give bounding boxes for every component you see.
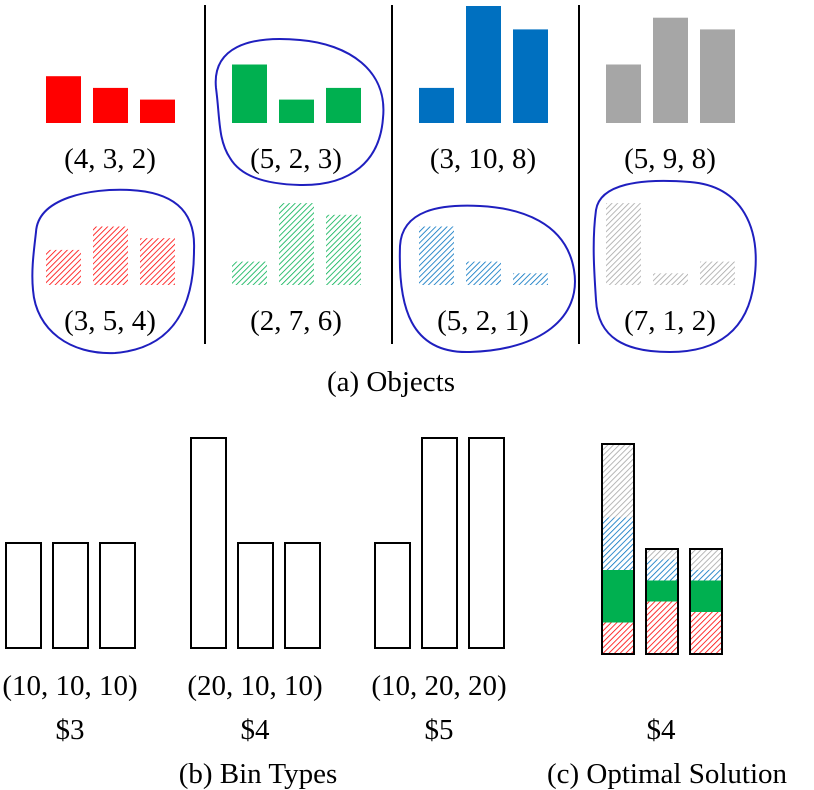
object-dimension-bar	[93, 226, 128, 285]
solution-bin-outline	[645, 548, 679, 655]
bin-type-price: $5	[425, 714, 454, 746]
object-label: (5, 2, 1)	[437, 305, 529, 337]
packed-object-segment	[690, 612, 722, 654]
bin-type-price: $3	[56, 714, 85, 746]
packed-object-segment	[646, 580, 678, 602]
bin-capacity-box	[421, 437, 458, 649]
selection-circle	[31, 188, 196, 355]
objects-caption: (a) Objects	[327, 366, 455, 398]
packed-object-segment	[646, 549, 678, 560]
object-dimension-bar	[279, 99, 314, 123]
solution-bin-outline	[689, 548, 723, 655]
object-dimension-bar	[653, 17, 688, 124]
object-dimension-bar	[700, 261, 735, 285]
packed-object-segment	[690, 549, 722, 570]
packed-object-segment	[602, 444, 634, 518]
object-label: (3, 10, 8)	[430, 143, 536, 175]
bin-type-label: (20, 10, 10)	[187, 670, 322, 702]
object-label: (7, 1, 2)	[624, 305, 716, 337]
object-3: (3, 10, 8)	[419, 6, 548, 175]
bin-type-price: $4	[241, 714, 271, 746]
bin-type-label: (10, 10, 10)	[2, 670, 137, 702]
bin-capacity-box	[284, 542, 321, 649]
object-label: (3, 5, 4)	[64, 305, 156, 337]
object-7: (5, 2, 1)	[398, 204, 576, 354]
optimal-solution-caption: (c) Optimal Solution	[547, 758, 788, 790]
optimal-solution-panel	[601, 443, 723, 655]
bin-capacity-box	[237, 542, 274, 649]
bin-types-panel: (10, 10, 10) $3 (20, 10, 10) $4 (10, 20, 20)…	[2, 437, 507, 746]
object-1: (4, 3, 2)	[46, 76, 175, 175]
object-dimension-bar	[419, 226, 454, 285]
object-dimension-bar	[326, 87, 361, 123]
object-dimension-bar	[700, 29, 735, 123]
object-dimension-bar	[46, 76, 81, 123]
object-label: (2, 7, 6)	[250, 305, 342, 337]
bin-capacity-box	[52, 542, 89, 649]
packed-object-segment	[690, 580, 722, 612]
object-dimension-bar	[326, 214, 361, 285]
object-dimension-bar	[606, 203, 641, 285]
object-dimension-bar	[140, 238, 175, 285]
object-dimension-bar	[232, 64, 267, 123]
bin-type-2: (20, 10, 10) $4	[187, 437, 323, 746]
object-dimension-bar	[279, 203, 314, 285]
object-dimension-bar	[93, 87, 128, 123]
packed-object-segment	[602, 517, 634, 570]
object-label: (4, 3, 2)	[64, 143, 156, 175]
object-dimension-bar	[513, 273, 548, 285]
objects-panel: (4, 3, 2) (5, 2, 3) (3, 10, 8) (5, 9, 8) (3,…	[31, 6, 757, 355]
object-label: (5, 9, 8)	[624, 143, 716, 175]
object-6: (2, 7, 6)	[232, 203, 361, 337]
bin-capacity-box	[190, 437, 227, 649]
selection-circle	[214, 38, 385, 187]
bin-capacity-box	[468, 437, 505, 649]
object-dimension-bar	[232, 261, 267, 285]
object-dimension-bar	[46, 249, 81, 285]
bin-capacity-box	[374, 542, 411, 649]
object-8: (7, 1, 2)	[592, 179, 757, 354]
object-4: (5, 9, 8)	[606, 17, 735, 175]
bin-type-1: (10, 10, 10) $3	[2, 542, 138, 746]
bin-types-caption: (b) Bin Types	[179, 758, 338, 790]
packed-object-segment	[690, 570, 722, 581]
object-dimension-bar	[140, 99, 175, 123]
bin-type-3: (10, 20, 20) $5	[371, 437, 507, 746]
packed-object-segment	[602, 570, 634, 623]
object-dimension-bar	[419, 87, 454, 123]
object-dimension-bar	[466, 6, 501, 123]
object-label: (5, 2, 3)	[250, 143, 342, 175]
object-2: (5, 2, 3)	[214, 38, 385, 187]
bin-type-label: (10, 20, 20)	[371, 670, 506, 702]
selection-circle	[398, 204, 576, 354]
packed-object-segment	[646, 601, 678, 654]
solution-bin-outline	[601, 443, 635, 655]
selection-circle	[592, 179, 757, 354]
object-dimension-bar	[606, 64, 641, 123]
object-dimension-bar	[513, 29, 548, 123]
optimal-solution-price: $4	[647, 714, 677, 746]
bin-capacity-box	[99, 542, 136, 649]
object-dimension-bar	[466, 261, 501, 285]
object-dimension-bar	[653, 273, 688, 285]
bin-capacity-box	[5, 542, 42, 649]
packed-object-segment	[602, 622, 634, 654]
object-5: (3, 5, 4)	[31, 188, 196, 355]
packed-object-segment	[646, 559, 678, 581]
object-panel-dividers	[204, 5, 580, 344]
